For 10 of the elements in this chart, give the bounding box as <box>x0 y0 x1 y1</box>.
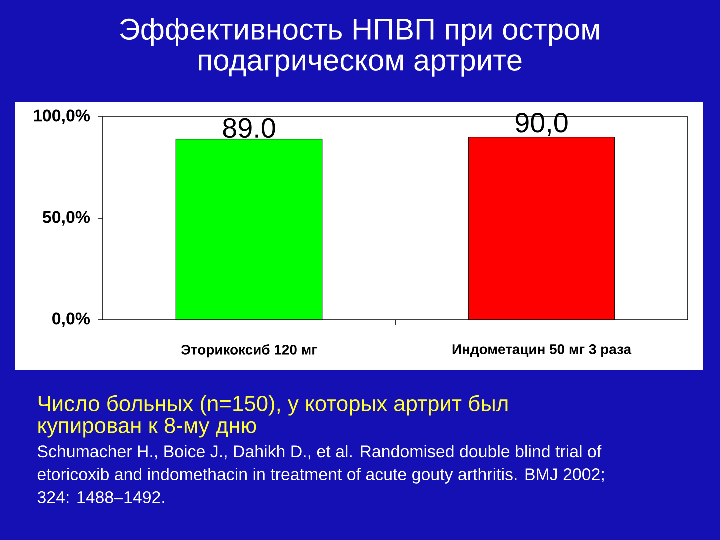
data-label: 90,0 <box>516 113 568 136</box>
y-tick-label: 100,0% <box>34 110 90 124</box>
y-tick-label: 50,0% <box>42 211 90 226</box>
chart-title: Эффективность НПВП при остром подагрическом артрите <box>120 18 600 77</box>
data-label: 89.0 <box>223 118 276 138</box>
text: Число больных (n=150), у которых артрит был купирован к 8-му дню <box>38 395 508 438</box>
y-tick-label: 0,0% <box>52 312 90 328</box>
x-tick-label: Эторикоксиб 120 мг <box>181 344 318 358</box>
text: Schumacher H., Boice J., Dahikh D., et al. Randomised double blind trial of etoricoxib and indomethacin in treatment of acute gouty arthritis. BMJ 2002; 324: 1488–1492. <box>38 445 604 504</box>
x-tick-label: Индометацин 50 мг 3 раза <box>452 344 632 358</box>
